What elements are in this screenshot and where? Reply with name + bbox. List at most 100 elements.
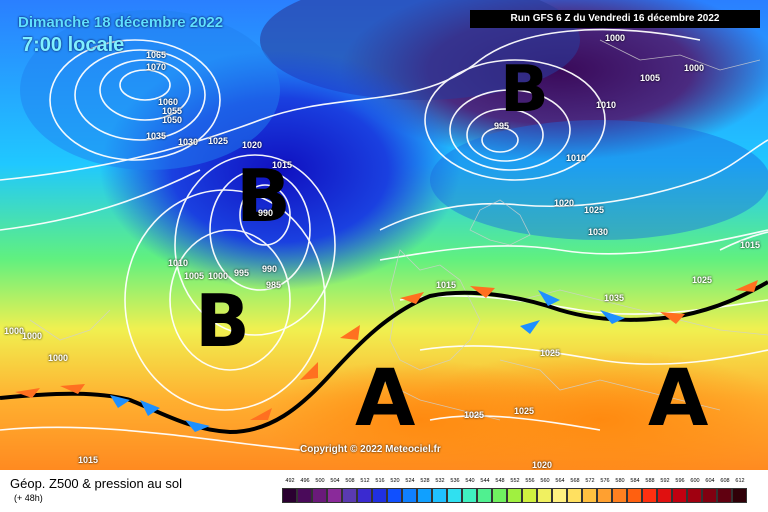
high-pressure-west: A	[355, 354, 416, 444]
scale-label: 496	[300, 478, 310, 484]
isobars	[0, 28, 768, 451]
scale-swatch	[402, 488, 417, 503]
scale-label: 544	[480, 478, 490, 484]
scale-label: 500	[315, 478, 325, 484]
isobar-label: 1025	[208, 136, 229, 146]
scale-swatch	[342, 488, 357, 503]
scale-label: 508	[345, 478, 355, 484]
isobar-label: 1000	[4, 326, 25, 336]
isobar-label: 1005	[640, 73, 661, 83]
isobar-label: 1010	[566, 153, 587, 163]
isobar-label: 995	[494, 121, 510, 131]
isobar-label: 1060	[158, 97, 179, 107]
isobar-label: 1070	[146, 62, 167, 72]
scale-label: 536	[450, 478, 460, 484]
isobar-label: 985	[266, 280, 282, 290]
isobar-label: 1000	[48, 353, 69, 363]
scale-swatch	[717, 488, 732, 503]
scale-swatch	[417, 488, 432, 503]
scale-swatch	[627, 488, 642, 503]
scale-swatch	[537, 488, 552, 503]
scale-swatch	[312, 488, 327, 503]
scale-label: 520	[390, 478, 400, 484]
weather-map: Dimanche 18 décembre 2022 7:00 locale Ru…	[0, 0, 768, 470]
scale-label: 608	[720, 478, 730, 484]
map-title: Géop. Z500 & pression au sol	[10, 476, 182, 491]
scale-label: 560	[540, 478, 550, 484]
scale-swatch	[282, 488, 297, 503]
scale-swatch	[357, 488, 372, 503]
low-pressure-south: B	[195, 279, 250, 363]
scale-swatch	[462, 488, 477, 503]
isobar-label: 1030	[178, 137, 199, 147]
isobar-label: 1015	[78, 455, 99, 465]
scale-swatch	[447, 488, 462, 503]
low-pressure-mid: B	[236, 154, 291, 238]
isobar-label: 1025	[464, 410, 485, 420]
scale-label: 512	[360, 478, 370, 484]
scale-swatch	[702, 488, 717, 503]
scale-swatch	[612, 488, 627, 503]
scale-label: 612	[735, 478, 745, 484]
scale-swatch	[567, 488, 582, 503]
isobar-label: 1025	[584, 205, 605, 215]
scale-label: 504	[330, 478, 340, 484]
scale-label: 516	[375, 478, 385, 484]
isobar-label: 1000	[684, 63, 705, 73]
isobar-label: 1055	[162, 106, 183, 116]
scale-label: 580	[615, 478, 625, 484]
scale-swatch	[372, 488, 387, 503]
scale-label: 556	[525, 478, 535, 484]
low-pressure-north: B	[500, 53, 549, 127]
isobar-label: 995	[234, 268, 250, 278]
isobar-label: 1050	[162, 115, 183, 125]
isobar-label: 1000	[605, 33, 626, 43]
scale-swatch	[327, 488, 342, 503]
scale-swatch	[522, 488, 537, 503]
scale-swatch	[297, 488, 312, 503]
jet-arrows	[15, 280, 758, 432]
isobar-label: 1020	[242, 140, 263, 150]
jet-stream-axis	[0, 280, 768, 435]
copyright-text: Copyright © 2022 Meteociel.fr	[300, 444, 441, 455]
isobar-label: 990	[258, 208, 274, 218]
isobar-label: 1035	[146, 131, 167, 141]
isobar-label: 1000	[22, 331, 43, 341]
scale-label: 596	[675, 478, 685, 484]
scale-swatch	[507, 488, 522, 503]
coastlines	[29, 39, 768, 421]
isobar-label: 1010	[596, 100, 617, 110]
scale-label: 548	[495, 478, 505, 484]
isobar-label: 1010	[168, 258, 189, 268]
isobar-label: 1025	[692, 275, 713, 285]
scale-swatch	[672, 488, 687, 503]
scale-swatch	[732, 488, 747, 503]
scale-label: 564	[555, 478, 565, 484]
scale-swatch	[477, 488, 492, 503]
scale-label: 584	[630, 478, 640, 484]
isobar-label: 1005	[184, 271, 205, 281]
map-footer: Géop. Z500 & pression au sol (+ 48h) 492…	[0, 470, 768, 512]
isobar-label: 1020	[554, 198, 575, 208]
scale-swatch	[387, 488, 402, 503]
scale-label: 524	[405, 478, 415, 484]
scale-label: 588	[645, 478, 655, 484]
scale-label: 532	[435, 478, 445, 484]
isobar-label: 1015	[272, 160, 293, 170]
scale-label: 600	[690, 478, 700, 484]
scale-swatch	[657, 488, 672, 503]
scale-label: 528	[420, 478, 430, 484]
scale-swatch	[642, 488, 657, 503]
scale-swatch	[687, 488, 702, 503]
scale-label: 592	[660, 478, 670, 484]
forecast-date: Dimanche 18 décembre 2022	[18, 14, 224, 31]
isobar-label: 1020	[532, 460, 553, 470]
isobar-label: 1015	[740, 240, 761, 250]
isobar-label: 990	[262, 264, 278, 274]
scale-label: 572	[585, 478, 595, 484]
scale-swatch	[552, 488, 567, 503]
scale-label: 576	[600, 478, 610, 484]
high-pressure-east: A	[648, 354, 709, 444]
scale-label: 540	[465, 478, 475, 484]
local-time: 7:00 locale	[22, 34, 125, 56]
